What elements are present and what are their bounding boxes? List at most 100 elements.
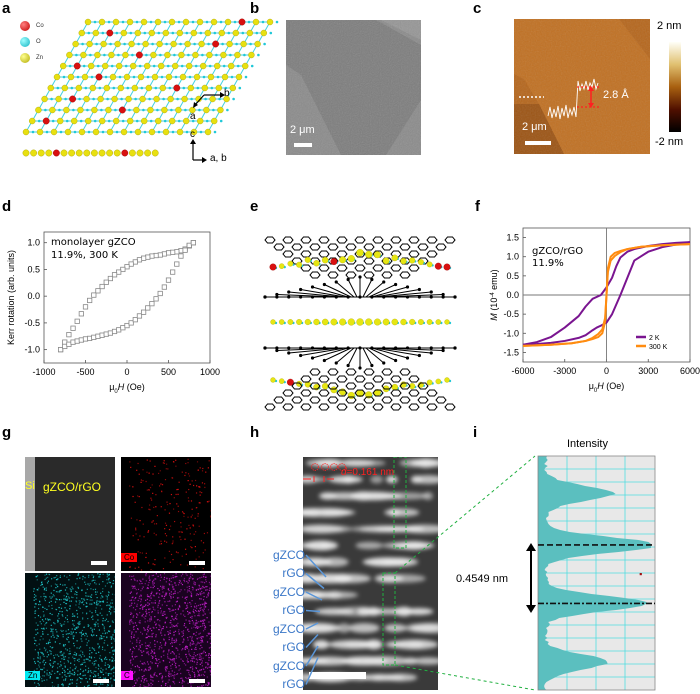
hexagon: [318, 236, 330, 244]
eds-pixel: [113, 608, 115, 610]
eds-pixel: [49, 663, 51, 665]
eds-pixel: [139, 520, 141, 522]
eds-pixel: [135, 631, 137, 633]
eds-pixel: [149, 460, 151, 462]
eds-pixel: [54, 623, 56, 625]
zn-atom: [296, 380, 303, 387]
fringe: [364, 639, 383, 650]
eds-pixel: [207, 684, 209, 687]
eds-pixel: [129, 461, 131, 463]
eds-pixel: [193, 611, 195, 613]
zn-atom: [133, 106, 140, 114]
eds-pixel: [182, 632, 184, 634]
eds-pixel: [137, 539, 139, 541]
eds-pixel: [44, 599, 46, 602]
eds-pixel: [69, 650, 71, 652]
eds-pixel: [35, 622, 37, 624]
eds-pixel: [148, 685, 150, 687]
eds-pixel: [57, 615, 59, 617]
eds-pixel: [187, 602, 189, 604]
eds-pixel: [57, 684, 59, 686]
eds-pixel: [173, 676, 175, 678]
eds-pixel: [185, 653, 187, 656]
eds-pixel: [100, 671, 102, 673]
o-atom: [142, 108, 145, 112]
fringe: [355, 541, 384, 550]
eds-pixel: [97, 573, 99, 575]
data-point: [95, 333, 101, 339]
eds-pixel: [151, 651, 153, 653]
fringe: [344, 641, 368, 648]
eds-pixel: [148, 614, 151, 616]
o-atom: [149, 119, 153, 123]
eds-pixel: [50, 630, 52, 633]
eds-pixel: [96, 591, 98, 593]
o-atom: [219, 20, 223, 24]
eds-pixel: [149, 620, 151, 622]
co-atom: [95, 73, 103, 81]
zn-atom: [61, 84, 69, 92]
eds-pixel: [40, 584, 42, 587]
eds-pixel: [185, 596, 187, 598]
eds-pixel: [77, 674, 79, 676]
eds-pixel: [159, 646, 161, 648]
zn-atom: [64, 128, 72, 136]
eds-pixel: [76, 594, 78, 596]
eds-pixel: [58, 599, 61, 601]
eds-pixel: [76, 627, 78, 630]
eds-pixel: [163, 462, 166, 464]
eds-pixel: [100, 635, 102, 637]
eds-pixel: [132, 585, 135, 588]
c-atom: [334, 361, 338, 365]
zn-atom: [147, 106, 154, 114]
eds-pixel: [74, 668, 76, 670]
eds-pixel: [129, 660, 131, 662]
o-atom: [196, 86, 200, 90]
eds-pixel: [145, 580, 148, 582]
eds-pixel: [82, 633, 84, 635]
eds-pixel: [178, 633, 180, 635]
eds-pixel: [135, 533, 137, 535]
eds-pixel: [82, 662, 84, 664]
co-atom: [121, 149, 129, 157]
eds-pixel: [170, 673, 172, 675]
eds-pixel: [57, 591, 59, 593]
zn-atom: [182, 117, 190, 125]
eds-pixel: [108, 573, 110, 576]
eds-pixel: [168, 528, 171, 531]
eds-pixel: [94, 663, 96, 665]
eds-pixel: [111, 593, 114, 595]
eds-pixel: [38, 664, 40, 666]
eds-pixel: [150, 682, 152, 684]
eds-pixel: [144, 668, 147, 670]
eds-pixel: [164, 634, 166, 636]
fringe: [380, 574, 426, 583]
eds-pixel: [173, 609, 175, 611]
eds-pixel: [177, 552, 179, 554]
eds-pixel: [195, 624, 197, 626]
eds-pixel: [91, 635, 94, 637]
eds-pixel: [172, 574, 174, 577]
eds-pixel: [93, 656, 96, 659]
eds-pixel: [69, 647, 71, 650]
eds-pixel: [183, 663, 185, 665]
eds-pixel: [194, 624, 196, 626]
eds-pixel: [182, 680, 184, 682]
eds-pixel: [188, 620, 190, 622]
eds-pixel: [114, 659, 115, 662]
zn-atom: [185, 62, 193, 70]
eds-pixel: [139, 552, 141, 554]
eds-pixel: [90, 656, 93, 658]
eds-pixel: [138, 566, 140, 568]
eds-pixel: [64, 679, 67, 681]
eds-pixel: [111, 660, 113, 662]
eds-pixel: [66, 598, 69, 600]
eds-pixel: [95, 583, 97, 585]
eds-pixel: [173, 497, 175, 499]
zn-atom: [128, 149, 136, 157]
eds-pixel: [95, 683, 97, 686]
eds-pixel: [166, 501, 168, 503]
eds-pixel: [83, 685, 86, 687]
zn-atom: [365, 250, 373, 258]
hexagon: [426, 403, 438, 411]
